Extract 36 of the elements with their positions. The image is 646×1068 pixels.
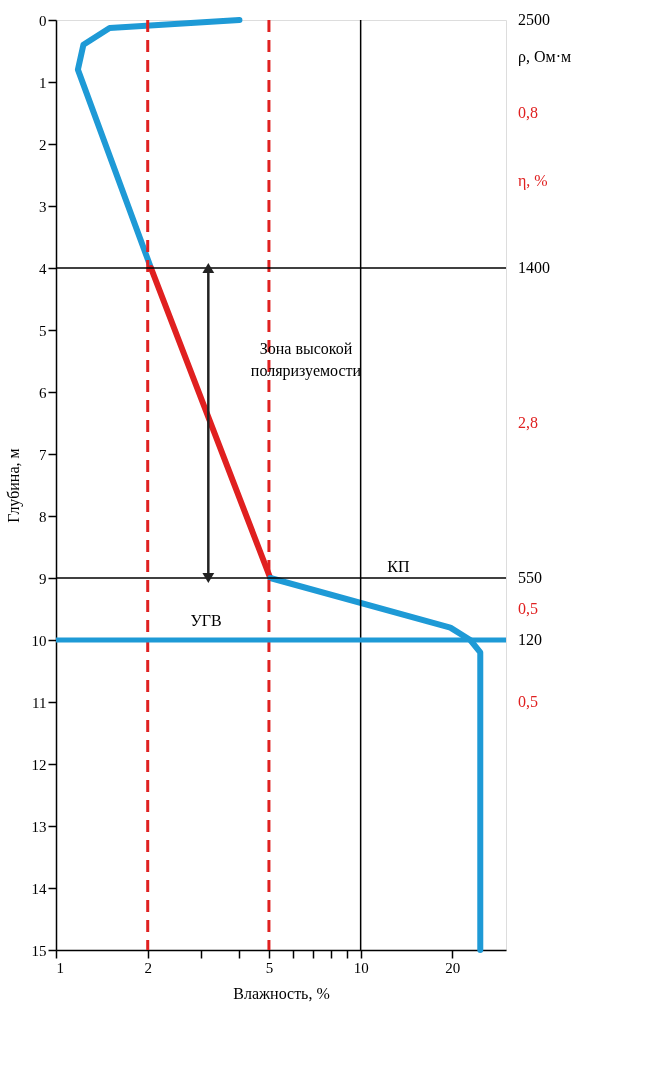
text: 120 — [518, 631, 542, 648]
y-tick-label: 11 — [32, 694, 47, 711]
y-tick-label: 1 — [39, 74, 47, 91]
text: 2500 — [518, 11, 550, 28]
y-tick-label: 0 — [39, 12, 47, 29]
annotation: УГВ — [190, 612, 222, 629]
y-tick-label: 12 — [31, 756, 47, 773]
y-tick-label: 3 — [39, 198, 47, 215]
x-tick-label: 1 — [56, 959, 64, 976]
text: ρ, Ом·м — [518, 48, 572, 66]
y-tick-label: 8 — [39, 508, 47, 525]
y-axis-title: Глубина, м — [4, 448, 23, 523]
y-tick-label: 10 — [31, 632, 47, 649]
text: 0,8 — [518, 104, 538, 121]
y-tick-label: 6 — [39, 384, 47, 401]
text: η, % — [518, 172, 548, 190]
y-tick-label: 4 — [39, 260, 47, 277]
y-tick-label: 2 — [39, 136, 47, 153]
y-tick-label: 9 — [39, 570, 47, 587]
annotation: Зона высокой поляризуемости — [250, 340, 362, 380]
x-tick-label: 2 — [144, 959, 152, 976]
y-tick-label: 13 — [31, 818, 47, 835]
y-tick-label: 5 — [39, 322, 47, 339]
text: 0,5 — [518, 693, 538, 710]
x-axis-title: Влажность, % — [233, 984, 330, 1002]
text: 550 — [518, 569, 542, 586]
y-tick-label: 14 — [31, 880, 47, 897]
text: 2,8 — [518, 414, 538, 431]
y-tick-label: 15 — [31, 942, 47, 959]
annotation: КП — [387, 558, 410, 575]
x-tick-label: 10 — [353, 959, 369, 976]
text: 0,5 — [518, 600, 538, 617]
y-tick-label: 7 — [39, 446, 47, 463]
x-tick-label: 5 — [265, 959, 274, 976]
text: 1400 — [518, 259, 550, 276]
x-tick-label: 20 — [445, 959, 461, 976]
